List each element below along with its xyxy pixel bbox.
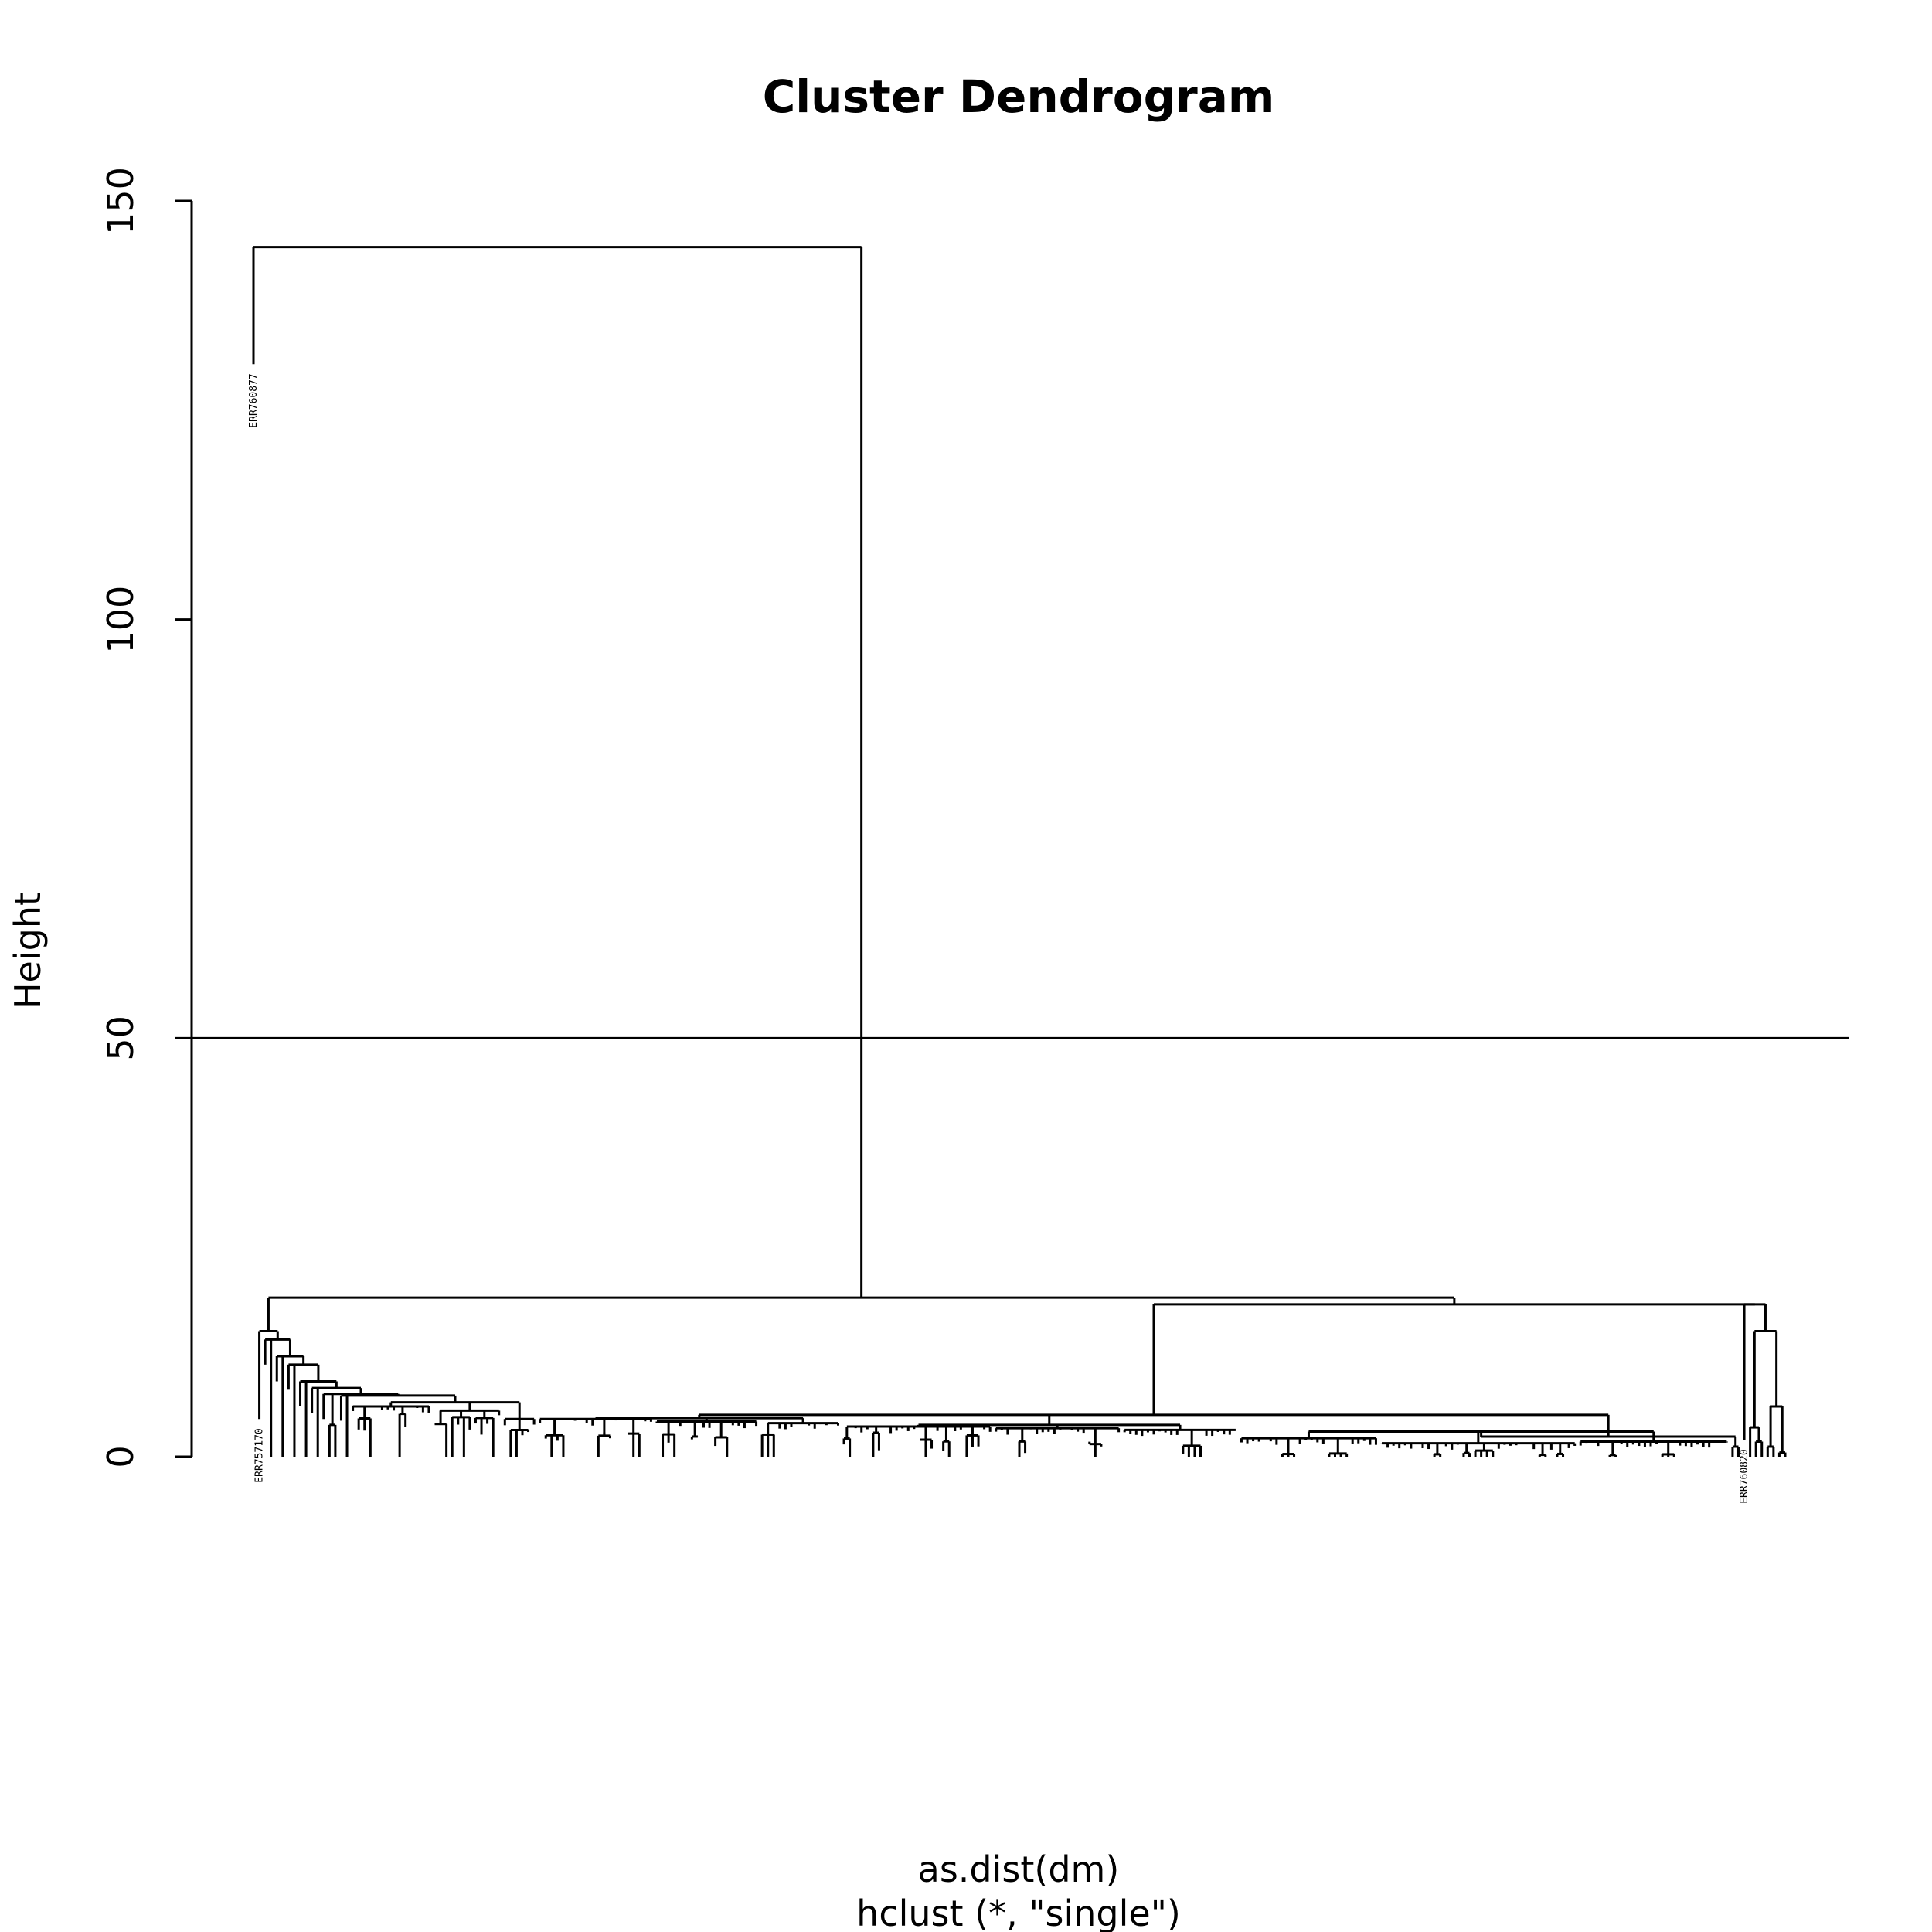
outlier-label: ERR760877 xyxy=(248,373,260,427)
chart-title: Cluster Dendrogram xyxy=(763,70,1275,123)
y-axis: 0 50 100 150 xyxy=(100,167,193,1468)
leaf-labels: ERR760877 ERR757170 ERR760820 xyxy=(248,373,1750,1504)
y-tick-label: 0 xyxy=(100,1445,141,1468)
leaf-label: ERR757170 xyxy=(254,1428,266,1482)
x-axis-sublabel: hclust (*, "single") xyxy=(856,1893,1181,1932)
leaf-label: ERR760820 xyxy=(1739,1449,1750,1503)
y-tick-label: 100 xyxy=(100,586,141,654)
x-axis-label: as.dist(dm) xyxy=(918,1849,1120,1890)
dendrogram-tree xyxy=(252,246,1787,1457)
y-axis-label: Height xyxy=(7,892,49,1009)
y-tick-label: 150 xyxy=(100,167,141,235)
y-tick-label: 50 xyxy=(100,1015,141,1061)
